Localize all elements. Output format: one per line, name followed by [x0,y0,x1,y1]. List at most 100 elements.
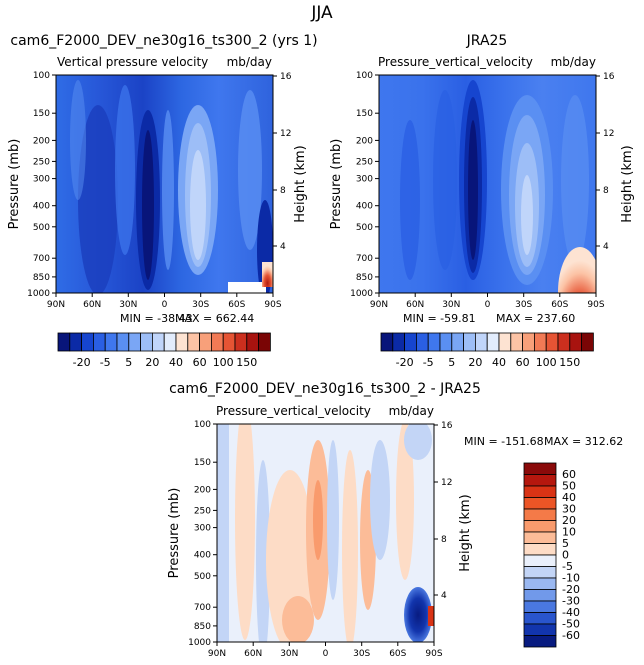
y-tick-label: 300 [356,175,373,185]
height-axis-label: Height (km) [620,145,635,222]
min-label: MIN = -38.43 [120,312,193,325]
colorbar-labels: 60 50 40 30 20 10 5 0 -5 -10 -20 -30 -40… [562,468,580,642]
height-axis-ticks: 16 12 8 4 [273,72,292,252]
x-tick-label: 90S [587,300,604,310]
colorbar-swatch [451,332,464,352]
panel-difference: cam6_F2000_DEV_ne30g16_ts300_2 - JRA25 P… [167,381,623,659]
colorbar-label: 100 [536,356,557,369]
colorbar-label: -5 [423,356,434,369]
y-tick-label: 500 [356,223,373,233]
colorbar-label: 20 [468,356,482,369]
colorbar-swatch [116,332,130,352]
y-axis-ticks: 100 150 200 250 300 400 500 700 850 1000 [188,420,217,648]
colorbar-label: 40 [169,356,183,369]
contour-field [379,75,596,293]
colorbar-swatch [210,332,224,352]
x-axis-ticks: 90N 60N 30N 0 30S 60S 90S [370,293,605,310]
height-tick-label: 4 [603,242,609,252]
y-tick-label: 1000 [27,289,50,299]
colorbar-label: 40 [492,356,506,369]
colorbar-swatch [498,332,512,352]
y-tick-label: 400 [194,551,211,561]
y-axis-label: Pressure (mb) [7,139,22,230]
colorbar-swatch [523,474,557,487]
colorbar-swatch [523,554,557,567]
colorbar-swatch [151,332,165,352]
colorbar-label: 100 [213,356,234,369]
panel-title: cam6_F2000_DEV_ne30g16_ts300_2 (yrs 1) [10,33,317,49]
y-tick-label: 700 [356,254,373,264]
colorbar-swatch [523,623,557,636]
colorbar-swatch [392,332,405,352]
colorbar-swatch [415,332,429,352]
min-label: MIN = -59.81 [403,312,476,325]
y-axis-ticks: 100 150 200 250 300 400 500 700 850 1000 [350,71,379,299]
colorbar-swatch [258,332,271,352]
y-tick-label: 850 [356,273,373,283]
y-tick-label: 300 [33,175,50,185]
x-axis-ticks: 90N 60N 30N 0 30S 60S 90S [47,293,282,310]
colorbar-swatch [523,635,557,648]
height-axis-ticks: 16 12 8 4 [434,421,453,601]
colorbar-swatch [557,332,571,352]
height-tick-label: 8 [280,186,286,196]
colorbar-label: -5 [100,356,111,369]
y-tick-label: 500 [194,572,211,582]
colorbar-swatch [163,332,177,352]
height-tick-label: 16 [603,72,615,82]
y-tick-label: 250 [194,506,211,516]
colorbar-label: -20 [73,356,91,369]
x-tick-label: 30N [119,300,137,310]
colorbar-swatch [522,332,535,352]
left-subtitle: Pressure_vertical_velocity [378,55,533,69]
colorbar-labels: -20 -5 5 20 40 60 100 150 [73,356,258,369]
y-tick-label: 850 [194,622,211,632]
y-tick-label: 400 [356,202,373,212]
height-axis-ticks: 16 12 8 4 [596,72,615,252]
y-tick-label: 250 [33,157,50,167]
colorbar-label: 5 [448,356,455,369]
x-axis-ticks: 90N 60N 30N 0 30S 60S 90S [208,642,443,659]
colorbar [57,332,271,352]
colorbar-label: -60 [562,629,580,642]
colorbar-swatch [523,462,557,475]
y-tick-label: 700 [194,603,211,613]
height-tick-label: 16 [441,421,453,431]
y-axis-label: Pressure (mb) [329,139,344,230]
y-axis-label: Pressure (mb) [167,488,182,579]
y-tick-label: 250 [356,157,373,167]
colorbar-swatch [187,332,201,352]
x-tick-label: 60S [389,649,406,659]
colorbar-swatch [93,332,106,352]
panel-model: cam6_F2000_DEV_ne30g16_ts300_2 (yrs 1) V… [7,33,318,369]
colorbar-label: 150 [236,356,257,369]
colorbar-label: -10 [562,572,580,585]
colorbar-label: -20 [562,583,580,596]
colorbar-swatch [523,485,557,498]
y-tick-label: 100 [194,420,211,430]
panel-reanalysis: JRA25 Pressure_vertical_velocity mb/day [329,33,635,369]
colorbar-swatch [69,332,83,352]
colorbar-swatch [474,332,488,352]
y-tick-label: 150 [356,109,373,119]
y-tick-label: 850 [33,273,50,283]
height-tick-label: 8 [441,535,447,545]
height-axis-label: Height (km) [293,145,308,222]
x-tick-label: 30S [353,649,370,659]
colorbar-swatch [523,577,557,590]
colorbar-swatch [523,520,557,533]
x-tick-label: 90S [264,300,281,310]
colorbar-swatch [439,332,453,352]
colorbar-label: 50 [562,480,576,493]
x-tick-label: 0 [323,649,329,659]
colorbar-label: 30 [562,503,576,516]
colorbar-swatch [222,332,236,352]
y-tick-label: 1000 [188,638,211,648]
colorbar-swatch [534,332,547,352]
x-tick-label: 90N [47,300,65,310]
panel-title: JRA25 [466,33,508,49]
colorbar-swatch [175,332,189,352]
height-tick-label: 16 [280,72,292,82]
units-label: mb/day [551,55,596,69]
height-axis-label: Height (km) [458,494,473,571]
